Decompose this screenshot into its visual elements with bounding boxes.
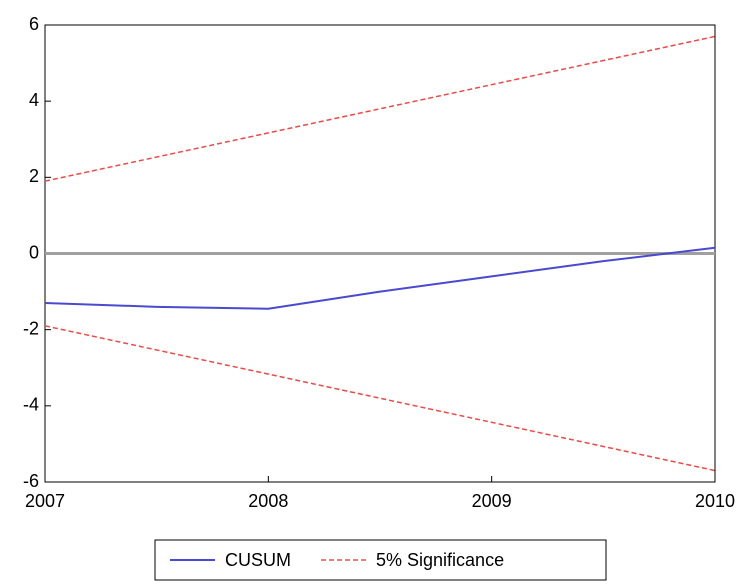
x-tick-label: 2010 <box>695 491 735 511</box>
y-tick-label: -6 <box>23 471 39 491</box>
series-line <box>44 325 716 472</box>
x-tick-label: 2009 <box>472 491 512 511</box>
y-tick-label: 0 <box>29 242 39 262</box>
y-tick-label: 6 <box>29 14 39 34</box>
y-tick-label: 4 <box>29 90 39 110</box>
x-tick-label: 2007 <box>25 491 65 511</box>
legend: CUSUM 5% Significance <box>154 539 607 581</box>
x-tick-label: 2008 <box>248 491 288 511</box>
y-tick-label: -4 <box>23 395 39 415</box>
legend-box <box>154 539 607 581</box>
series-line <box>44 35 716 182</box>
y-tick-label: 2 <box>29 166 39 186</box>
legend-label: 5% Significance <box>376 550 504 570</box>
legend-label: CUSUM <box>225 550 291 570</box>
series-line <box>44 246 716 310</box>
y-tick-label: -2 <box>23 318 39 338</box>
